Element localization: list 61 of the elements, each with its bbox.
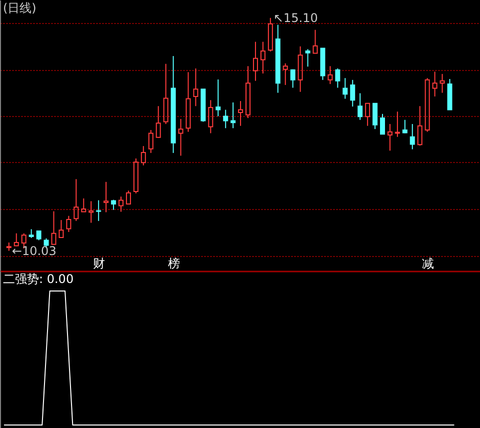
candlestick	[14, 232, 19, 246]
candlestick	[372, 102, 378, 130]
candlestick	[208, 100, 214, 134]
candlestick	[238, 100, 244, 126]
candlestick	[88, 200, 94, 224]
candlestick	[358, 92, 363, 120]
candlestick	[74, 178, 79, 222]
candlestick	[432, 71, 438, 97]
candlestick	[440, 73, 445, 94]
annotation: ↖15.10	[273, 10, 318, 25]
candlestick	[156, 106, 161, 138]
candlestick	[126, 190, 131, 204]
candlestick	[282, 62, 288, 86]
candlestick	[335, 68, 340, 88]
candlestick	[424, 78, 430, 132]
candlestick	[246, 66, 251, 119]
candlestick	[312, 29, 318, 54]
candlestick	[402, 119, 408, 134]
text: 二强势: 0.00	[3, 272, 74, 286]
candlestick	[298, 46, 303, 92]
candlestick	[290, 69, 296, 88]
chart-title: (日线)	[3, 1, 36, 15]
candlestick	[140, 146, 146, 166]
candlestick	[252, 41, 258, 82]
candlestick	[275, 24, 280, 94]
candlestick	[223, 109, 228, 129]
x-tick-label: 榜	[168, 256, 180, 270]
candlestick	[6, 242, 12, 252]
candlestick	[163, 63, 168, 125]
candlestick	[342, 78, 348, 100]
candlestick	[28, 228, 34, 238]
candlestick	[365, 102, 370, 126]
candlestick	[260, 41, 266, 74]
candlestick	[320, 48, 326, 80]
candlestick	[148, 129, 154, 154]
candlestick	[133, 158, 138, 194]
candlestick	[410, 124, 415, 150]
annotation: ←10.03	[12, 244, 56, 258]
candlestick	[178, 118, 184, 156]
candlestick	[387, 124, 392, 152]
x-tick-label: 减	[422, 256, 434, 270]
candlestick	[66, 215, 72, 232]
candlestick	[394, 111, 400, 138]
candlestick	[268, 17, 273, 52]
candlestick	[447, 78, 452, 110]
candlestick	[305, 48, 310, 68]
candlestick	[118, 196, 124, 212]
candlestick	[81, 198, 86, 212]
candlestick	[417, 106, 422, 146]
candlestick	[170, 56, 176, 154]
candlestick	[96, 200, 102, 222]
candlestick	[193, 68, 198, 107]
candlestick	[328, 66, 333, 85]
candlestick	[186, 72, 191, 132]
candlestick	[51, 210, 56, 245]
candlestick	[104, 181, 109, 213]
candlestick	[350, 79, 356, 108]
candlestick	[58, 220, 64, 238]
candlestick	[380, 113, 385, 135]
x-tick-label: 财	[93, 256, 106, 270]
candlestick	[216, 78, 221, 117]
